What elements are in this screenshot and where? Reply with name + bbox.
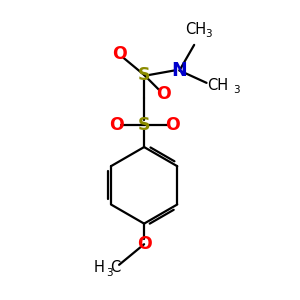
Text: O: O (165, 116, 179, 134)
Text: O: O (156, 85, 171, 103)
Text: H: H (94, 260, 104, 275)
Text: 3: 3 (233, 85, 239, 95)
Text: N: N (172, 61, 187, 80)
Text: CH: CH (185, 22, 206, 37)
Text: 3: 3 (205, 29, 211, 39)
Text: S: S (138, 66, 150, 84)
Text: O: O (112, 45, 127, 63)
Text: O: O (109, 116, 124, 134)
Text: 3: 3 (106, 268, 113, 278)
Text: C: C (110, 260, 120, 275)
Text: CH: CH (207, 78, 228, 93)
Text: S: S (138, 116, 150, 134)
Text: O: O (137, 235, 152, 253)
